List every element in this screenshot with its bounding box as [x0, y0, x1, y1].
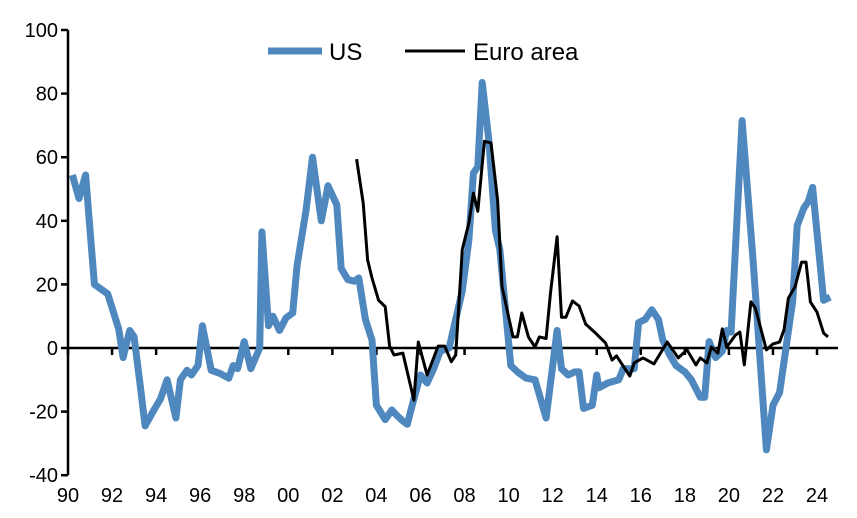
- x-tick-label: 12: [542, 485, 564, 507]
- y-tick-label: -20: [29, 402, 58, 424]
- series-layer: [69, 79, 832, 454]
- x-axis: 90 92 94 96 98 00 02 04 06 08 10 12 14 16 18 20 22 24: [57, 346, 838, 507]
- x-tick-label: 98: [233, 485, 255, 507]
- x-tick-label: 94: [145, 485, 167, 507]
- x-tick-label: 92: [101, 485, 123, 507]
- y-tick-label: 60: [36, 147, 58, 169]
- y-tick-label: 80: [36, 84, 58, 106]
- y-tick-label: 0: [47, 338, 58, 360]
- y-tick-label: 40: [36, 211, 58, 233]
- y-tick-label: 100: [25, 20, 58, 42]
- y-tick-label: 20: [36, 274, 58, 296]
- y-tick-label: -40: [29, 465, 58, 487]
- x-tick-label: 08: [453, 485, 475, 507]
- x-tick-label: 04: [365, 485, 387, 507]
- x-tick-label: 16: [630, 485, 652, 507]
- legend: US Euro area: [268, 39, 579, 66]
- x-tick-label: 24: [806, 485, 828, 507]
- x-tick-label: 96: [189, 485, 211, 507]
- x-tick-label: 10: [497, 485, 519, 507]
- series-line-us: [69, 79, 832, 454]
- y-axis: -40 -20 0 20 40 60 80 100: [25, 20, 70, 487]
- legend-label-euro-area: Euro area: [473, 39, 579, 66]
- x-tick-label: 20: [718, 485, 740, 507]
- x-tick-label: 00: [277, 485, 299, 507]
- x-tick-label: 14: [586, 485, 608, 507]
- series-line-euro-area: [355, 139, 829, 402]
- x-tick-label: 18: [674, 485, 696, 507]
- x-tick-label: 02: [321, 485, 343, 507]
- x-tick-label: 06: [409, 485, 431, 507]
- legend-label-us: US: [329, 39, 362, 66]
- x-tick-label: 22: [762, 485, 784, 507]
- x-tick-label: 90: [57, 485, 79, 507]
